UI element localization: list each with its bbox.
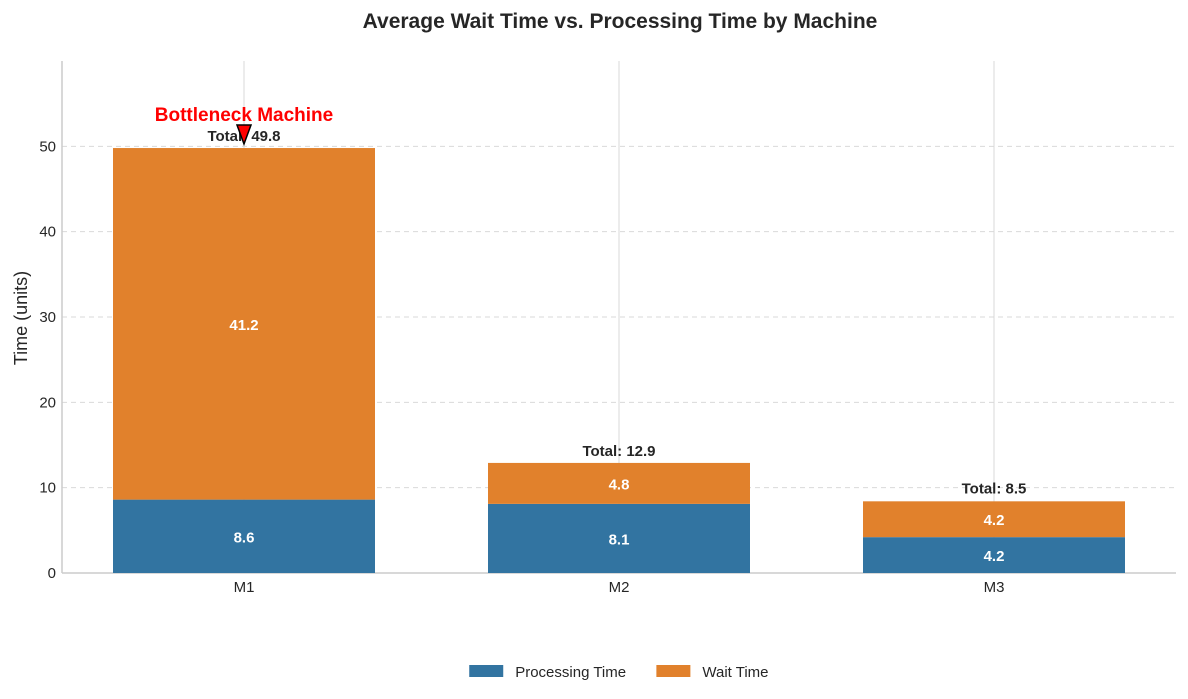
y-tick-label: 50 bbox=[39, 138, 56, 155]
bars bbox=[113, 148, 1125, 573]
bar-wait-m3 bbox=[863, 501, 1125, 538]
y-axis-label: Time (units) bbox=[11, 271, 31, 365]
x-tick-label: M1 bbox=[234, 579, 255, 596]
bar-value-label: 8.6 bbox=[234, 529, 255, 546]
x-tick-label: M2 bbox=[609, 579, 630, 596]
legend-swatch bbox=[469, 665, 504, 677]
x-tick-label: M3 bbox=[984, 579, 1005, 596]
bar-value-label: 4.8 bbox=[609, 476, 630, 493]
y-tick-label: 10 bbox=[39, 480, 56, 497]
bar-value-label: 41.2 bbox=[229, 317, 258, 334]
total-label: Total: 12.9 bbox=[582, 443, 655, 460]
legend-entry: Processing Time bbox=[515, 664, 626, 681]
bar-value-label: 8.1 bbox=[609, 531, 630, 548]
total-label: Total: 8.5 bbox=[962, 480, 1027, 497]
bar-value-label: 4.2 bbox=[984, 512, 1005, 529]
bar-value-label: 4.2 bbox=[984, 548, 1005, 565]
x-tick-labels: M1 M2 M3 bbox=[234, 579, 1005, 596]
legend-entry: Wait Time bbox=[702, 664, 768, 681]
bar-wait-m2 bbox=[488, 462, 750, 504]
chart-title: Average Wait Time vs. Processing Time by… bbox=[363, 10, 878, 33]
bottleneck-annotation: Bottleneck Machine bbox=[155, 105, 333, 147]
bar-processing-m2 bbox=[488, 503, 750, 573]
bar-processing-m3 bbox=[863, 537, 1125, 573]
legend-swatch bbox=[656, 665, 691, 677]
y-tick-label: 30 bbox=[39, 309, 56, 326]
bar-wait-m1 bbox=[113, 148, 375, 500]
bar-value-labels: 8.6 41.2 8.1 4.8 4.2 4.2 bbox=[229, 317, 1004, 565]
y-tick-label: 40 bbox=[39, 224, 56, 241]
y-tick-label: 0 bbox=[48, 565, 56, 582]
legend: Processing Time Wait Time bbox=[469, 664, 769, 681]
bottleneck-arrow-icon bbox=[235, 124, 253, 147]
y-tick-label: 20 bbox=[39, 394, 56, 411]
bottleneck-label: Bottleneck Machine bbox=[155, 105, 333, 126]
bar-processing-m1 bbox=[113, 499, 375, 573]
y-tick-labels: 0 10 20 30 40 50 bbox=[39, 138, 56, 582]
